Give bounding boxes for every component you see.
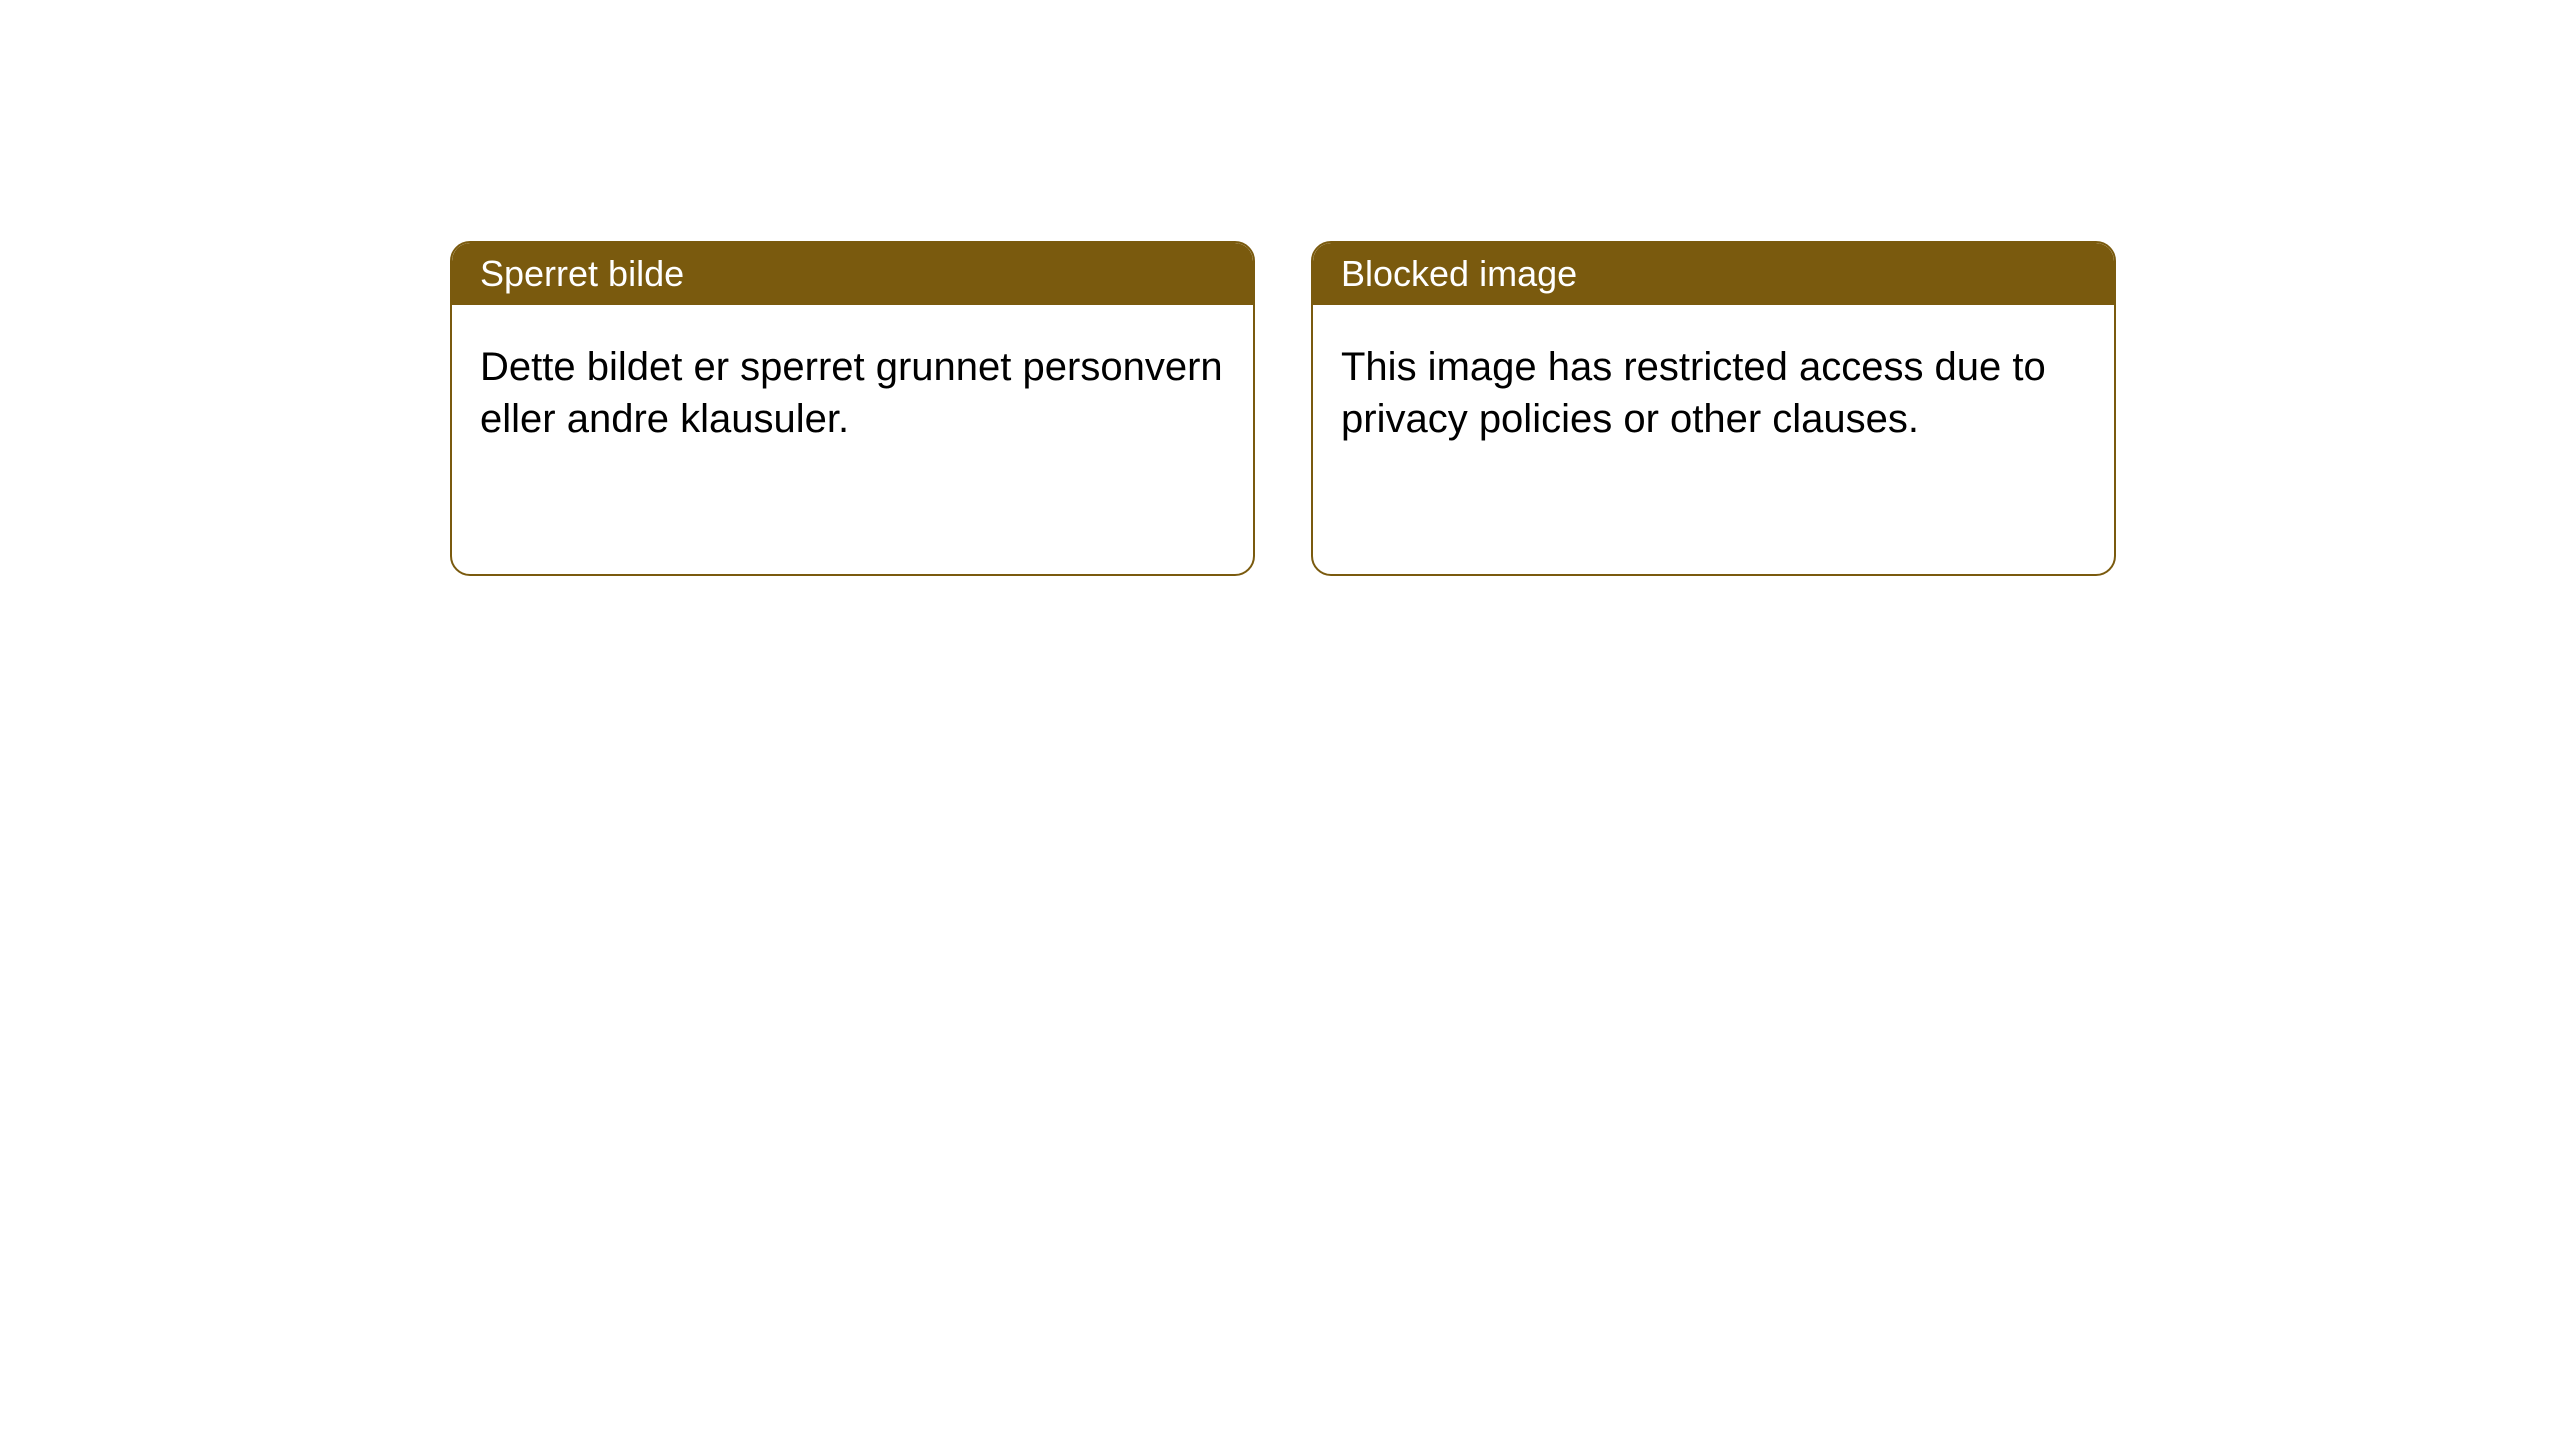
card-header: Blocked image xyxy=(1313,243,2114,305)
notice-cards-container: Sperret bilde Dette bildet er sperret gr… xyxy=(450,241,2116,576)
notice-card-english: Blocked image This image has restricted … xyxy=(1311,241,2116,576)
card-header-text: Blocked image xyxy=(1341,253,1577,294)
card-header-text: Sperret bilde xyxy=(480,253,684,294)
card-body: This image has restricted access due to … xyxy=(1313,305,2114,481)
card-body-text: Dette bildet er sperret grunnet personve… xyxy=(480,345,1223,441)
notice-card-norwegian: Sperret bilde Dette bildet er sperret gr… xyxy=(450,241,1255,576)
card-body: Dette bildet er sperret grunnet personve… xyxy=(452,305,1253,481)
card-body-text: This image has restricted access due to … xyxy=(1341,345,2046,441)
card-header: Sperret bilde xyxy=(452,243,1253,305)
